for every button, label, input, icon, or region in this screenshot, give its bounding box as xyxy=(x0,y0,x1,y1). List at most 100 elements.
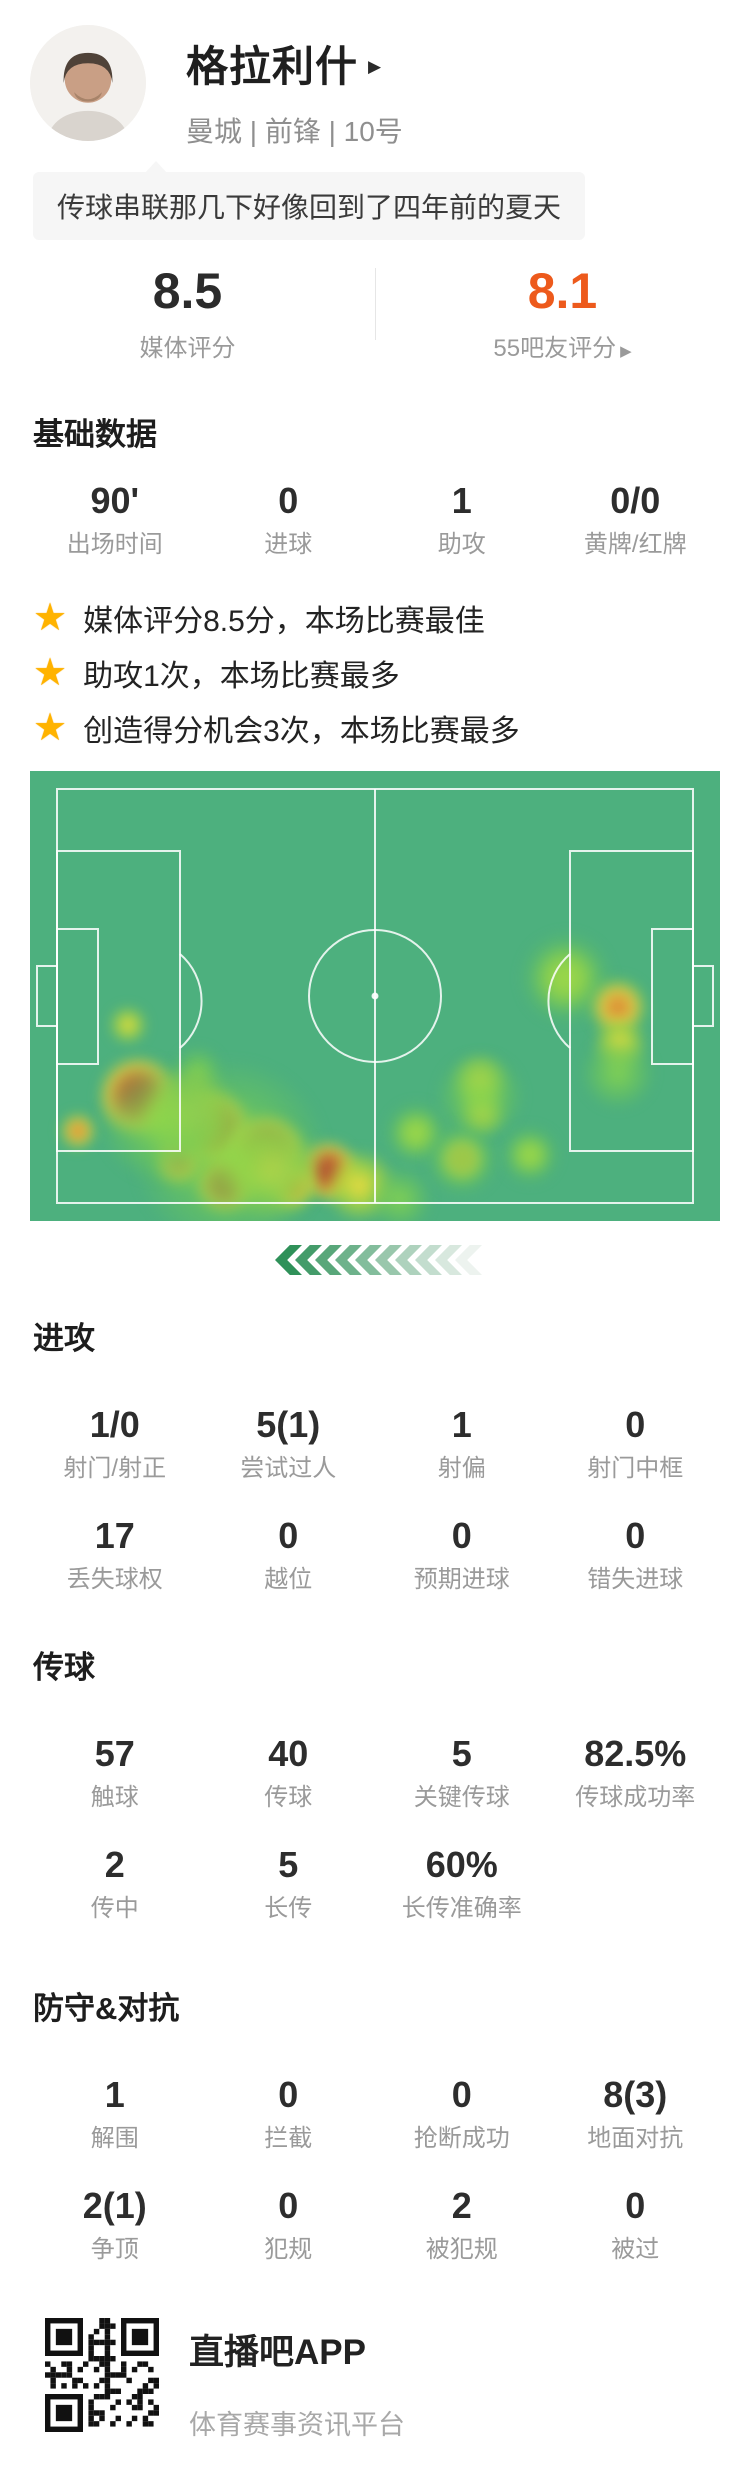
stat-label: 错失进球 xyxy=(587,1566,684,1593)
stat-label: 关键传球 xyxy=(413,1784,510,1811)
stat-label: 抢断成功 xyxy=(413,2125,510,2152)
qr-code-svg xyxy=(45,2318,159,2432)
stat-cell: 57 触球 xyxy=(28,1733,202,1812)
stat-cell: 0 犯规 xyxy=(202,2185,376,2264)
stat-cell: 0 射门中框 xyxy=(549,1404,723,1483)
stat-label: 射门/射正 xyxy=(63,1455,167,1482)
ratings-row: 8.5 媒体评分 8.1 55吧友评分 ▶ xyxy=(0,264,750,363)
stat-section-2: 传球 57 触球 40 传球 5 关键传球 82.5% 传球成功率 2 传中 5 长传 60% 长传准确率 xyxy=(0,1642,750,1923)
stat-label: 被犯规 xyxy=(425,2236,498,2263)
player-name: 格拉利什 xyxy=(186,43,359,90)
stat-value: 2(1) xyxy=(82,2185,147,2226)
stat-label: 长传准确率 xyxy=(401,1895,522,1922)
stat-label: 被过 xyxy=(611,2236,660,2263)
heat-blob xyxy=(368,1167,432,1221)
stat-cell: 2 被犯规 xyxy=(375,2185,549,2264)
stat-cell: 0 预期进球 xyxy=(375,1515,549,1594)
stat-label: 地面对抗 xyxy=(587,2125,684,2152)
stat-cell: 5(1) 尝试过人 xyxy=(202,1404,376,1483)
stat-row: 57 触球 40 传球 5 关键传球 82.5% 传球成功率 xyxy=(0,1733,750,1812)
footer-text: 直播吧APP 体育赛事资讯平台 xyxy=(189,2318,405,2442)
stat-cell: 0/0 黄牌/红牌 xyxy=(549,480,723,559)
stat-cell: 0 越位 xyxy=(202,1515,376,1594)
stat-value: 40 xyxy=(268,1733,309,1774)
stat-value: 0 xyxy=(278,2074,299,2115)
heat-blob xyxy=(108,1005,148,1045)
stat-value: 1 xyxy=(451,1404,472,1445)
stat-cell: 1 射偏 xyxy=(375,1404,549,1483)
app-name: 直播吧APP xyxy=(189,2333,366,2372)
stat-value: 5 xyxy=(278,1844,299,1885)
stat-cell: 2(1) 争顶 xyxy=(28,2185,202,2264)
section-title: 传球 xyxy=(33,1650,95,1685)
stat-row: 2 传中 5 长传 60% 长传准确率 xyxy=(0,1844,750,1923)
stat-value: 1 xyxy=(451,480,472,521)
pitch-lines xyxy=(36,788,714,1204)
stat-label: 传球 xyxy=(264,1784,313,1811)
player-name-row[interactable]: 格拉利什 ▶ xyxy=(186,33,403,94)
stat-cell: 82.5% 传球成功率 xyxy=(549,1733,723,1812)
stat-cell: 17 丢失球权 xyxy=(28,1515,202,1594)
stat-label: 预期进球 xyxy=(413,1566,510,1593)
stat-label: 犯规 xyxy=(264,2236,313,2263)
stat-label: 出场时间 xyxy=(66,531,163,558)
stat-label: 尝试过人 xyxy=(240,1455,337,1482)
stat-row: 1 解围 0 拦截 0 抢断成功 8(3) 地面对抗 xyxy=(0,2074,750,2153)
stat-label: 助攻 xyxy=(437,531,486,558)
basic-data-grid: 90' 出场时间 0 进球 1 助攻 0/0 黄牌/红牌 xyxy=(0,480,750,559)
stat-cell: 0 错失进球 xyxy=(549,1515,723,1594)
highlight-row: ★ 创造得分机会3次，本场比赛最多 xyxy=(33,707,750,749)
stat-label: 丢失球权 xyxy=(66,1566,163,1593)
stat-label: 解围 xyxy=(90,2125,139,2152)
stat-value: 0/0 xyxy=(610,480,661,521)
fans-rating[interactable]: 8.1 55吧友评分 ▶ xyxy=(375,264,750,363)
fans-rating-arrow-icon: ▶ xyxy=(620,343,632,360)
media-rating-label: 媒体评分 xyxy=(139,335,236,362)
stat-section-1: 进攻 1/0 射门/射正 5(1) 尝试过人 1 射偏 0 射门中框 17 丢失球权 0 越位 0 预期进球… xyxy=(0,1313,750,1594)
stat-label: 触球 xyxy=(90,1784,139,1811)
ratings-divider xyxy=(375,268,376,340)
heat-blob xyxy=(582,1037,654,1109)
stat-section-3: 防守&对抗 1 解围 0 拦截 0 抢断成功 8(3) 地面对抗 2(1) 争顶 0 犯规 2 被犯规 0 被过 xyxy=(0,1983,750,2264)
stat-value: 17 xyxy=(94,1515,135,1556)
stat-value: 1 xyxy=(104,2074,125,2115)
highlight-text: 媒体评分8.5分，本场比赛最佳 xyxy=(83,605,485,638)
stat-value: 0 xyxy=(625,1404,646,1445)
stat-value: 0 xyxy=(625,1515,646,1556)
highlights-list: ★ 媒体评分8.5分，本场比赛最佳 ★ 助攻1次，本场比赛最多 ★ 创造得分机会3次，本场… xyxy=(33,597,750,749)
player-avatar xyxy=(30,25,146,141)
stat-value: 0 xyxy=(278,2185,299,2226)
stat-sections: 进攻 1/0 射门/射正 5(1) 尝试过人 1 射偏 0 射门中框 17 丢失球权 0 越位 0 预期进球… xyxy=(0,1313,750,2264)
stat-row: 17 丢失球权 0 越位 0 预期进球 0 错失进球 xyxy=(0,1515,750,1594)
stat-label: 传球成功率 xyxy=(575,1784,696,1811)
stat-value: 0 xyxy=(278,480,299,521)
star-icon: ★ xyxy=(33,597,68,639)
stat-value: 1/0 xyxy=(89,1404,140,1445)
stat-value: 5 xyxy=(451,1733,472,1774)
media-rating-score: 8.5 xyxy=(152,263,223,319)
fans-rating-score: 8.1 xyxy=(527,263,598,319)
section-title: 防守&对抗 xyxy=(33,1991,180,2026)
stat-value: 8(3) xyxy=(603,2074,668,2115)
section-title: 进攻 xyxy=(33,1321,95,1356)
stat-row: 1/0 射门/射正 5(1) 尝试过人 1 射偏 0 射门中框 xyxy=(0,1404,750,1483)
stat-cell: 5 长传 xyxy=(202,1844,376,1923)
stat-cell: 2 传中 xyxy=(28,1844,202,1923)
heatmap-pitch xyxy=(30,771,720,1221)
app-footer: 直播吧APP 体育赛事资讯平台 xyxy=(45,2318,750,2442)
stat-value: 60% xyxy=(425,1844,498,1885)
stat-label: 拦截 xyxy=(264,2125,313,2152)
stat-value: 2 xyxy=(451,2185,472,2226)
stat-label: 射偏 xyxy=(437,1455,486,1482)
stat-value: 5(1) xyxy=(256,1404,321,1445)
stat-row: 2(1) 争顶 0 犯规 2 被犯规 0 被过 xyxy=(0,2185,750,2264)
stat-label: 越位 xyxy=(264,1566,313,1593)
stat-cell: 0 拦截 xyxy=(202,2074,376,2153)
stat-label: 进球 xyxy=(264,531,313,558)
stat-value: 57 xyxy=(94,1733,135,1774)
heat-blob xyxy=(501,1126,559,1184)
stat-label: 传中 xyxy=(90,1895,139,1922)
player-header: 格拉利什 ▶ 曼城 | 前锋 | 10号 xyxy=(0,0,750,150)
stat-value: 0 xyxy=(278,1515,299,1556)
